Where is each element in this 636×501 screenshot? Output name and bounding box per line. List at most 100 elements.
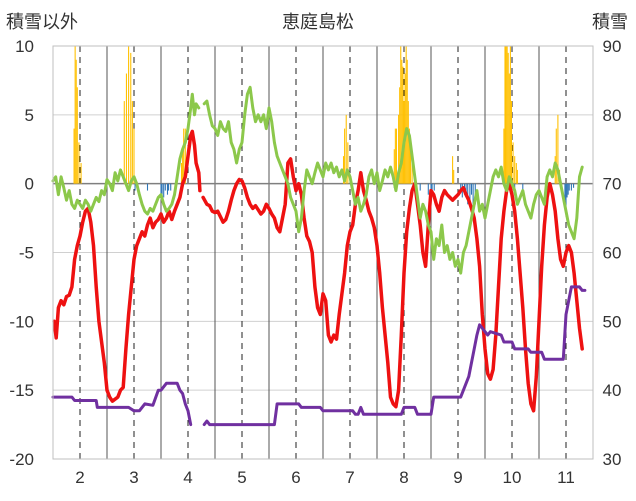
snow-bar-negative [161,183,163,198]
snow-bar-negative [170,183,172,191]
x-tick-label: 9 [453,468,462,487]
y-right-tick-label: 50 [603,312,622,331]
snow-bar-negative [467,183,469,205]
snow-bar-negative [567,183,569,195]
y-right-tick-label: 60 [603,244,622,263]
series-line-red [52,129,584,413]
snow-bar-positive [80,163,82,184]
snow-bar-positive [453,169,455,184]
snow-bar-positive [509,46,511,184]
chart-title: 恵庭島松 [282,12,354,33]
snow-bar-positive [516,169,518,184]
snow-bar-positive [344,128,346,184]
snow-bar-positive [506,46,508,184]
snow-bar-negative [564,183,566,201]
x-tick-label: 10 [503,468,522,487]
y-left-tick-label: 0 [25,175,34,194]
snow-bar-negative [427,183,429,195]
x-tick-label: 2 [75,468,84,487]
x-tick-label: 11 [557,468,575,487]
snow-bar-positive [73,128,75,184]
snow-bar-negative [566,183,568,198]
snow-bar-negative [160,183,162,195]
snow-bar-positive [128,46,130,184]
series-line-green [51,85,584,275]
snow-bar-positive [74,46,76,184]
snow-bar-negative [568,183,570,191]
snow-bars [73,46,575,219]
y-right-tick-label: 40 [603,381,622,400]
snow-bar-positive [180,163,183,184]
x-tick-label: 6 [291,468,300,487]
snow-bar-positive [404,73,406,184]
y-right-tick-label: 70 [603,175,622,194]
y-left-tick-label: -20 [9,450,34,469]
snow-bar-positive [184,128,186,184]
snow-bar-positive [125,73,127,184]
y-right-tick-label: 30 [603,450,622,469]
snow-bar-positive [183,128,185,184]
snow-bar-negative [146,183,149,191]
snow-bar-negative [433,183,435,191]
snow-bar-negative [163,183,165,198]
snow-bar-negative [573,183,575,188]
snow-bar-positive [406,59,408,184]
snow-bar-negative [565,183,567,209]
snow-bar-negative [570,183,572,191]
snow-bar-negative [470,183,473,195]
snow-bar-positive [510,101,512,184]
snow-bar-positive [347,142,349,184]
series-lines [51,85,587,427]
snow-bar-positive [508,73,510,184]
snow-bar-positive [131,101,133,184]
snow-bar-positive [400,46,402,184]
x-tick-label: 4 [183,468,192,487]
snow-bar-positive [345,114,347,184]
snow-bar-positive [452,156,454,184]
right-axis-label: 積雪 [592,12,628,33]
snow-bar-positive [407,101,409,184]
snow-bar-positive [133,128,135,184]
snow-bar-positive [555,128,557,184]
snow-bar-positive [402,66,404,184]
snow-bar-negative [431,183,433,195]
snow-bar-positive [514,156,516,184]
snow-bar-negative [168,183,170,191]
snow-bar-negative [166,183,169,195]
snow-bar-positive [503,128,505,184]
snow-bar-positive [342,156,345,184]
y-left-tick-label: -15 [9,381,34,400]
snow-bar-positive [182,149,184,184]
snow-bar-positive [401,59,403,184]
left-axis-label: 積雪以外 [6,12,78,33]
snow-bar-positive [395,128,397,184]
snow-bar-negative [522,183,524,191]
x-tick-label: 3 [129,468,138,487]
snow-bar-positive [78,142,80,184]
snow-bar-positive [75,59,77,184]
snow-bar-positive [130,52,132,184]
snow-bar-negative [134,183,136,191]
snow-bar-positive [557,114,559,184]
snow-bar-positive [394,128,396,184]
x-tick-label: 5 [237,468,246,487]
plot-frame [52,45,594,460]
snow-bar-positive [408,128,410,184]
snow-bar-positive [411,163,413,184]
snow-bar-positive [398,114,400,184]
y-left-tick-label: 10 [15,37,34,56]
snow-bar-positive [507,52,509,184]
snow-bar-positive [399,87,401,184]
snow-bar-negative [164,183,166,191]
snow-bar-positive [76,87,78,184]
snow-bar-negative [469,183,471,205]
series-line-purple [51,285,587,427]
snow-bar-positive [505,46,507,184]
snow-bar-negative [419,183,421,191]
snow-bar-positive [512,142,514,184]
y-left-tick-label: -5 [19,244,34,263]
y-right-tick-label: 90 [603,37,622,56]
snow-bar-positive [123,101,125,184]
